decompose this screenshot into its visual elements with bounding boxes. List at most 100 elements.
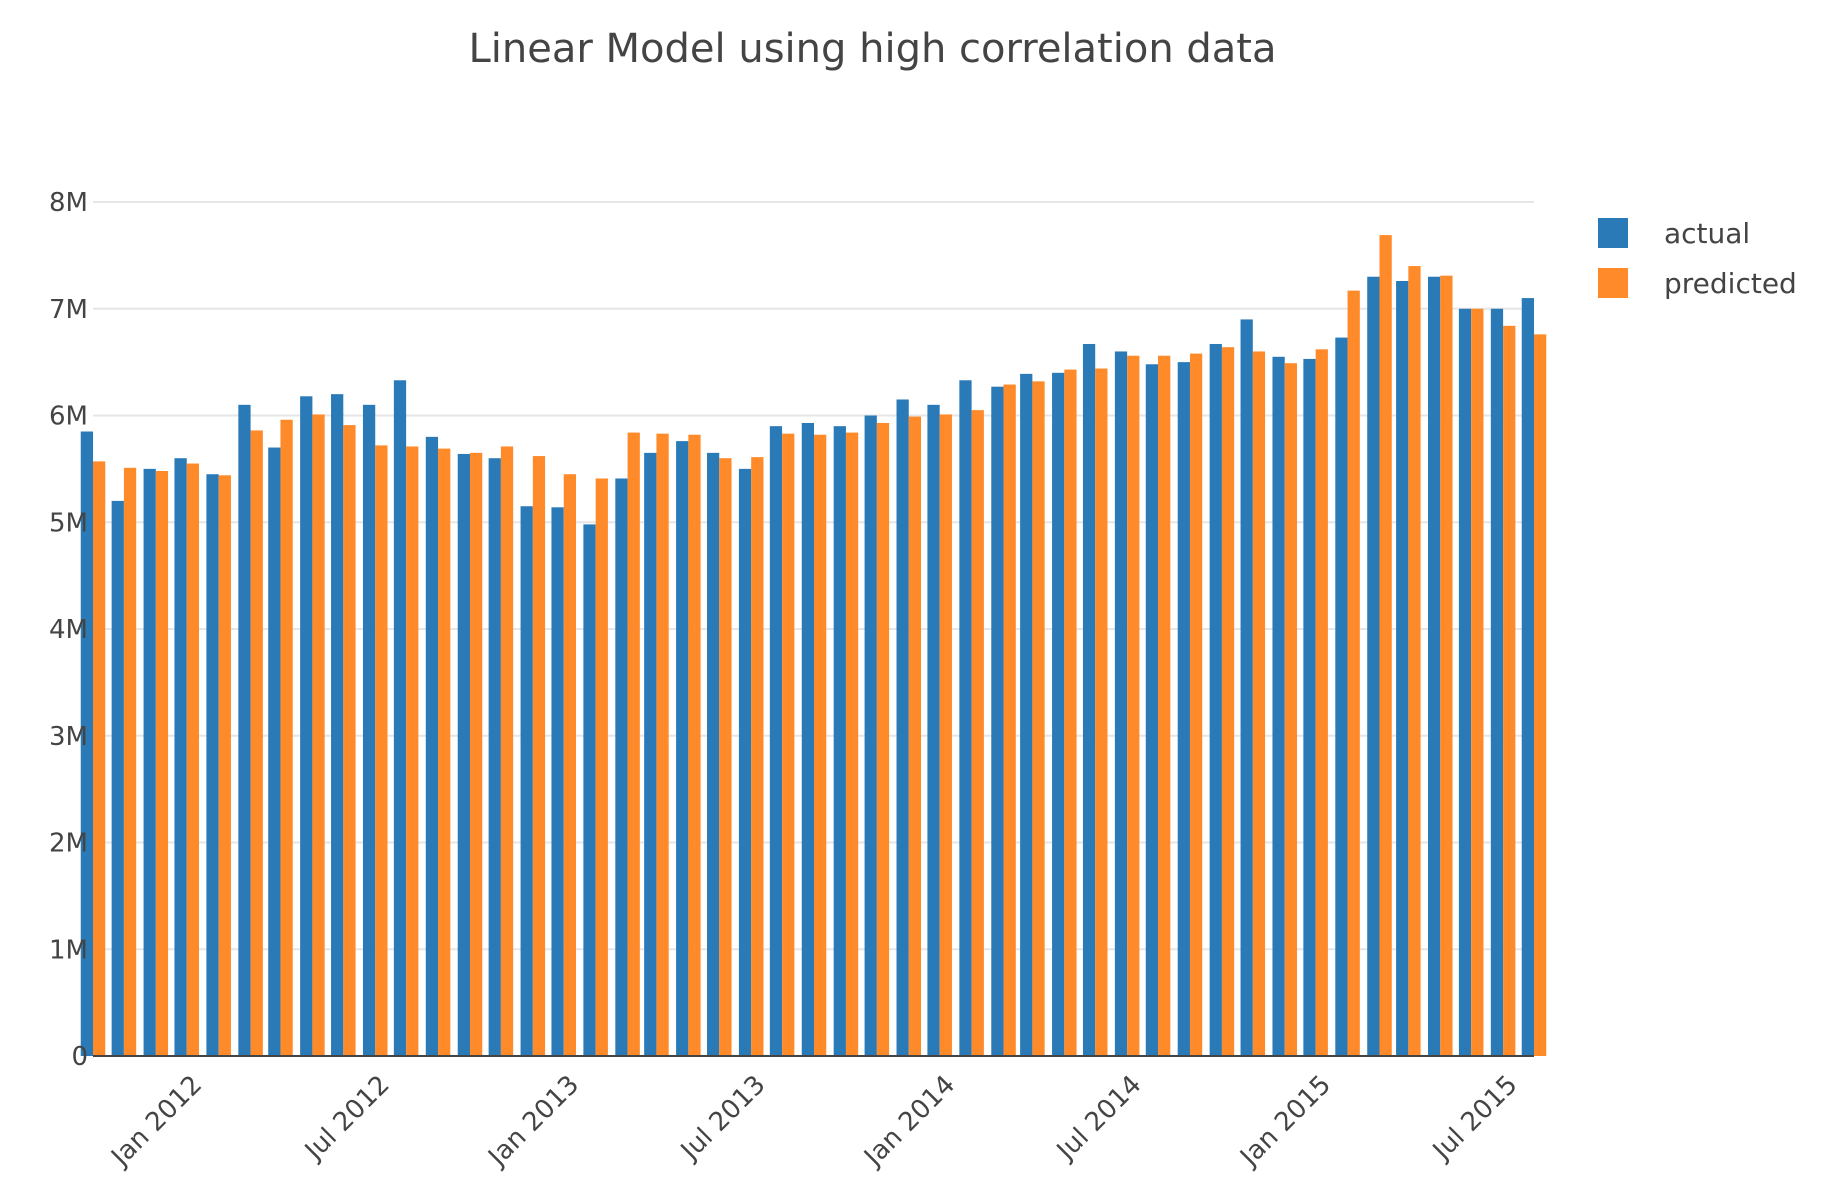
bar-predicted bbox=[1440, 275, 1453, 1057]
bar-predicted bbox=[1347, 290, 1360, 1056]
y-tick-label: 3M bbox=[49, 722, 88, 752]
bar-actual bbox=[1521, 298, 1534, 1056]
bar-actual bbox=[206, 474, 219, 1056]
bar-actual bbox=[706, 452, 720, 1056]
legend-item-actual[interactable]: actual bbox=[1598, 208, 1797, 258]
bar-actual bbox=[1303, 358, 1316, 1056]
bar-actual bbox=[488, 458, 501, 1056]
y-tick-label: 4M bbox=[49, 615, 88, 645]
bar-actual bbox=[1458, 308, 1472, 1056]
bar-actual bbox=[738, 468, 752, 1056]
bar-predicted bbox=[563, 474, 576, 1056]
bar-actual bbox=[583, 524, 596, 1056]
bar-predicted bbox=[1095, 368, 1108, 1056]
bar-predicted bbox=[532, 456, 546, 1056]
x-tick-label: Jan 2015 bbox=[1233, 1070, 1337, 1174]
bar-predicted bbox=[438, 448, 451, 1056]
bar-actual bbox=[1428, 276, 1441, 1057]
bar-predicted bbox=[719, 458, 732, 1056]
bar-predicted bbox=[1158, 355, 1171, 1057]
bar-predicted bbox=[876, 422, 890, 1056]
y-tick-label: 6M bbox=[49, 402, 88, 432]
bar-predicted bbox=[688, 434, 701, 1057]
legend-label-actual: actual bbox=[1664, 216, 1751, 250]
x-tick-label: Jan 2014 bbox=[858, 1070, 962, 1174]
bar-actual bbox=[362, 404, 376, 1056]
x-tick-label: Jul 2013 bbox=[674, 1070, 771, 1167]
y-tick-label: 7M bbox=[49, 295, 88, 325]
bar-predicted bbox=[343, 425, 356, 1056]
bar-actual bbox=[676, 441, 689, 1056]
bar-actual bbox=[864, 415, 877, 1056]
bar-predicted bbox=[1471, 308, 1484, 1056]
y-tick-label: 1M bbox=[49, 935, 88, 965]
bar-actual bbox=[1367, 276, 1380, 1057]
bar-predicted bbox=[406, 446, 419, 1056]
chart-title: Linear Model using high correlation data bbox=[468, 26, 1277, 72]
bar-predicted bbox=[595, 478, 608, 1056]
bar-actual bbox=[1209, 343, 1222, 1056]
legend-label-predicted: predicted bbox=[1664, 266, 1797, 300]
bar-actual bbox=[1114, 351, 1128, 1056]
bar-actual bbox=[331, 394, 344, 1056]
bar-predicted bbox=[782, 433, 795, 1057]
bar-predicted bbox=[218, 475, 231, 1056]
bar-predicted bbox=[1503, 325, 1516, 1057]
bar-predicted bbox=[500, 446, 514, 1056]
y-tick-label: 0 bbox=[71, 1042, 88, 1072]
bar-predicted bbox=[280, 419, 293, 1056]
bar-actual bbox=[615, 478, 628, 1056]
y-tick-label: 2M bbox=[49, 829, 88, 859]
y-tick-label: 5M bbox=[49, 508, 88, 538]
bar-predicted bbox=[469, 452, 483, 1056]
bar-predicted bbox=[155, 471, 169, 1056]
bar-predicted bbox=[250, 430, 263, 1056]
bar-actual bbox=[801, 422, 815, 1056]
bar-predicted bbox=[312, 414, 325, 1056]
bar-actual bbox=[425, 436, 439, 1057]
bar-actual bbox=[1396, 280, 1409, 1056]
bar-actual bbox=[520, 506, 533, 1056]
bars bbox=[80, 235, 1547, 1057]
bar-predicted bbox=[375, 445, 388, 1056]
bar-actual bbox=[300, 396, 313, 1056]
y-axis-ticks: 0 1M 2M 3M 4M 5M 6M 7M 8M bbox=[49, 188, 88, 1072]
bar-predicted bbox=[845, 432, 859, 1057]
bar-predicted bbox=[814, 434, 827, 1057]
bar-actual bbox=[393, 380, 407, 1057]
bar-actual bbox=[991, 386, 1004, 1056]
bar-actual bbox=[896, 399, 909, 1056]
bar-actual bbox=[833, 426, 846, 1056]
bar-predicted bbox=[751, 457, 764, 1056]
bar-predicted bbox=[939, 414, 952, 1056]
bar-actual bbox=[143, 468, 156, 1056]
bar-actual bbox=[80, 431, 93, 1056]
bar-predicted bbox=[1032, 381, 1045, 1057]
legend: actual predicted bbox=[1598, 208, 1797, 308]
bar-actual bbox=[174, 458, 187, 1056]
bar-predicted bbox=[1189, 353, 1203, 1057]
bar-predicted bbox=[1408, 266, 1421, 1056]
x-tick-label: Jul 2015 bbox=[1426, 1070, 1523, 1167]
bar-actual bbox=[238, 404, 251, 1056]
x-axis-ticks: Jan 2012 Jul 2012 Jan 2013 Jul 2013 Jan 2014… bbox=[105, 1070, 1524, 1174]
x-tick-label: Jan 2012 bbox=[105, 1070, 209, 1174]
bar-predicted bbox=[123, 467, 137, 1056]
bar-actual bbox=[769, 426, 783, 1056]
bar-predicted bbox=[908, 416, 922, 1056]
bar-predicted bbox=[186, 463, 199, 1057]
bar-actual bbox=[644, 452, 657, 1056]
bar-predicted bbox=[1252, 351, 1266, 1056]
bar-predicted bbox=[1064, 369, 1077, 1056]
x-tick-label: Jan 2013 bbox=[482, 1070, 586, 1174]
x-tick-label: Jul 2014 bbox=[1050, 1070, 1147, 1167]
bar-actual bbox=[959, 380, 972, 1057]
legend-item-predicted[interactable]: predicted bbox=[1598, 258, 1797, 308]
bar-actual bbox=[268, 447, 281, 1056]
bar-actual bbox=[1020, 373, 1033, 1056]
bar-actual bbox=[1052, 372, 1065, 1056]
bar-actual bbox=[1272, 356, 1285, 1057]
legend-swatch-actual bbox=[1598, 218, 1628, 248]
x-tick-label: Jul 2012 bbox=[298, 1070, 395, 1167]
